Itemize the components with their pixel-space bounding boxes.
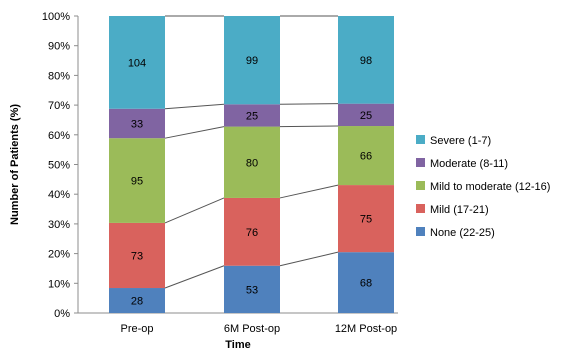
legend-label: None (22-25) [430, 227, 495, 239]
y-tick-label: 40% [48, 189, 70, 201]
data-label: 25 [360, 110, 372, 122]
x-tick-label: 12M Post-op [335, 323, 397, 335]
y-tick-label: 10% [48, 278, 70, 290]
data-label: 98 [360, 55, 372, 67]
bar-segment [338, 126, 394, 186]
series-line [164, 103, 225, 110]
series-line [279, 251, 339, 267]
bar-segment [109, 138, 165, 223]
bar-segment [338, 252, 394, 313]
data-label: 66 [360, 151, 372, 163]
bar-segment [109, 222, 165, 289]
series-line [164, 197, 225, 224]
data-label: 95 [131, 176, 143, 188]
segment-labels: 28 53 68 73 76 75 95 80 66 33 25 25 104 99 98 [128, 55, 372, 308]
x-tick-label: Pre-op [120, 323, 153, 335]
series-line [164, 126, 225, 139]
legend-swatch [416, 227, 425, 236]
y-tick-label: 60% [48, 130, 70, 142]
y-tick-label: 100% [42, 11, 70, 23]
data-label: 76 [246, 227, 258, 239]
legend-swatch [416, 135, 425, 144]
legend-swatch [416, 181, 425, 190]
bar-segment [109, 16, 165, 109]
bar-segment [338, 185, 394, 253]
bar-segment [338, 16, 394, 104]
legend-swatch [416, 204, 425, 213]
y-tick-labels: 0% 10% 20% 30% 40% 50% 60% 70% 80% 90% 100% [42, 11, 70, 320]
data-label: 75 [360, 214, 372, 226]
y-tick-label: 0% [54, 308, 70, 320]
bar-segment [109, 108, 165, 139]
bar-segment [224, 265, 280, 313]
legend-label: Mild (17-21) [430, 204, 489, 216]
y-tick-label: 50% [48, 160, 70, 172]
data-label: 53 [246, 284, 258, 296]
data-label: 73 [131, 250, 143, 262]
y-tick-label: 70% [48, 100, 70, 112]
bar-segment [224, 104, 280, 127]
series-line [164, 265, 225, 289]
x-tick-labels: Pre-op 6M Post-op 12M Post-op [120, 323, 397, 335]
y-tick-label: 80% [48, 70, 70, 82]
data-label: 28 [131, 296, 143, 308]
data-label: 80 [246, 157, 258, 169]
data-label: 99 [246, 55, 258, 67]
legend-label: Moderate (8-11) [430, 158, 508, 170]
y-tick-label: 30% [48, 219, 70, 231]
series-line [279, 184, 339, 199]
series-line [279, 103, 339, 105]
bar-segment [338, 103, 394, 127]
legend: Severe (1-7) Moderate (8-11) Mild to moder… [416, 135, 550, 239]
series-line [279, 125, 339, 128]
bars [109, 16, 394, 313]
y-tick-label: 20% [48, 249, 70, 261]
bar-segment [224, 16, 280, 105]
x-axis-title: Time [225, 339, 250, 351]
bar-segment [224, 126, 280, 198]
data-label: 33 [131, 118, 143, 130]
legend-label: Mild to moderate (12-16) [430, 181, 550, 193]
y-axis-title: Number of Patients (%) [9, 104, 21, 225]
y-tick-label: 90% [48, 41, 70, 53]
bar-segment [224, 197, 280, 266]
bar-segment [109, 288, 165, 313]
series-connector-lines [164, 15, 339, 289]
data-label: 104 [128, 57, 146, 69]
x-tick-label: 6M Post-op [224, 323, 280, 335]
legend-swatch [416, 158, 425, 167]
data-label: 68 [360, 278, 372, 290]
data-label: 25 [246, 110, 258, 122]
legend-label: Severe (1-7) [430, 135, 491, 147]
